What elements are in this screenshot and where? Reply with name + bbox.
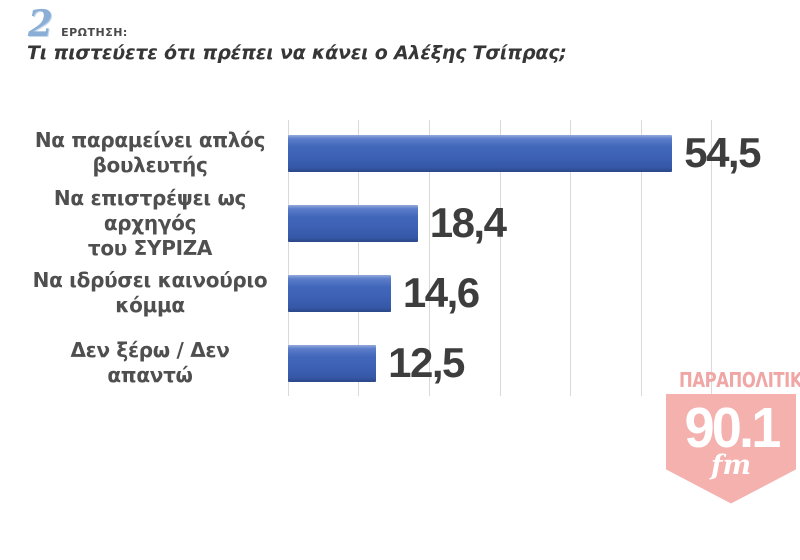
station-frequency: 90.1 <box>683 395 781 460</box>
gridline <box>640 120 642 396</box>
gridline <box>569 120 571 396</box>
question-header: 2 ΕΡΩΤΗΣΗ: <box>28 6 128 42</box>
bar-track: 54,5 <box>288 129 761 176</box>
radio-station-logo: ΠΑΡΑΠΟΛΙΤΙΚΑ 90.1 fm <box>666 368 800 504</box>
category-label: Δεν ξέρω / Δεν απαντώ <box>70 338 230 387</box>
bar-track: 14,6 <box>288 269 711 316</box>
chart-row: Δεν ξέρω / Δεν απαντώ 12,5 <box>0 328 800 398</box>
bar-track: 18,4 <box>288 199 711 246</box>
gridline <box>288 120 289 396</box>
bar <box>288 134 673 172</box>
logo-shield-badge: 90.1 fm <box>666 393 796 504</box>
chart-row: Να ιδρύσει καινούριο κόμμα 14,6 <box>0 258 800 328</box>
value-label: 12,5 <box>388 339 465 386</box>
question-text: Τι πιστεύετε ότι πρέπει να κάνει ο Αλέξη… <box>27 42 567 64</box>
gridline <box>499 120 501 396</box>
bar-chart: Να παραμείνει απλός βουλευτής 54,5 Να επ… <box>0 118 800 402</box>
category-label: Να ιδρύσει καινούριο κόμμα <box>32 268 268 317</box>
bar <box>288 344 377 382</box>
station-band: fm <box>710 449 752 481</box>
value-label: 14,6 <box>402 269 480 316</box>
gridlines <box>288 120 712 396</box>
chart-rows: Να παραμείνει απλός βουλευτής 54,5 Να επ… <box>0 118 800 402</box>
gridline <box>711 120 712 396</box>
gridline <box>358 120 360 396</box>
bar-track: 12,5 <box>288 339 711 386</box>
chart-row: Να επιστρέψει ως αρχηγός του ΣΥΡΙΖΑ 18,4 <box>0 185 800 260</box>
gridline <box>428 120 430 396</box>
question-label: ΕΡΩΤΗΣΗ: <box>61 26 128 39</box>
question-number: 2 <box>28 3 54 45</box>
category-label: Να παραμείνει απλός βουλευτής <box>34 128 266 177</box>
bar <box>288 274 391 312</box>
value-label: 18,4 <box>429 199 507 246</box>
category-label: Να επιστρέψει ως αρχηγός του ΣΥΡΙΖΑ <box>53 185 247 260</box>
bar <box>288 204 418 242</box>
value-label: 54,5 <box>684 129 761 176</box>
station-name: ΠΑΡΑΠΟΛΙΤΙΚΑ <box>679 368 800 392</box>
chart-row: Να παραμείνει απλός βουλευτής 54,5 <box>0 118 800 188</box>
